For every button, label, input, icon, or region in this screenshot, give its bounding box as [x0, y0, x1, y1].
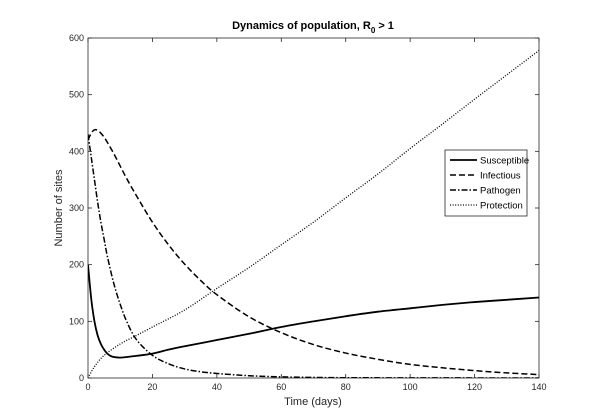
- chart-title-suffix: > 1: [375, 20, 394, 32]
- x-tick-label: 20: [147, 382, 157, 392]
- legend-label-susceptible: Susceptible: [480, 156, 529, 167]
- legend: Susceptible Infectious Pathogen Protection: [444, 149, 529, 217]
- legend-label-pathogen: Pathogen: [480, 186, 521, 197]
- series-layer: [88, 49, 539, 378]
- x-tick-label: 60: [276, 382, 286, 392]
- chart-title: Dynamics of population, R0 > 1: [232, 20, 394, 35]
- y-axis-label: Number of sites: [53, 169, 65, 247]
- chart-title-subscript: 0: [371, 26, 376, 35]
- x-tick-label: 40: [212, 382, 222, 392]
- series-line-susceptible: [88, 264, 539, 359]
- series-line-infectious: [88, 128, 539, 376]
- legend-label-infectious: Infectious: [480, 171, 521, 182]
- x-tick-label: 120: [467, 382, 482, 392]
- y-tick-label: 200: [69, 260, 84, 270]
- y-tick-label: 500: [69, 90, 84, 100]
- x-tick-label: 0: [85, 382, 90, 392]
- legend-label-protection: Protection: [480, 201, 523, 212]
- chart-title-main: Dynamics of population, R: [232, 20, 371, 32]
- x-tick-label: 140: [531, 382, 546, 392]
- y-tick-label: 400: [69, 146, 84, 156]
- x-tick-label: 100: [403, 382, 418, 392]
- y-tick-label: 300: [69, 203, 84, 213]
- x-tick-label: 80: [341, 382, 351, 392]
- y-tick-label: 600: [69, 33, 84, 43]
- series-line-pathogen: [88, 134, 539, 378]
- x-axis-label: Time (days): [284, 396, 342, 408]
- y-tick-label: 0: [79, 373, 84, 383]
- y-tick-label: 100: [69, 316, 84, 326]
- ticks-layer: 0 20 40 60 80 100 120 140 0 100 200 300 400 500 600: [69, 33, 547, 392]
